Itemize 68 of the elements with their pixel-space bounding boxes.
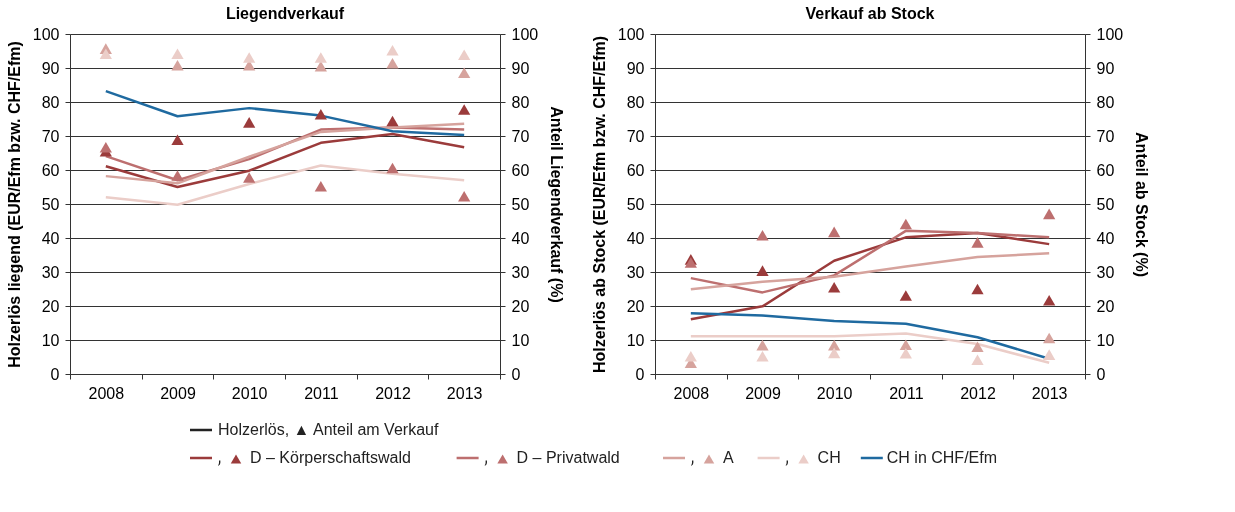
y-tick-label: 100 <box>32 25 60 43</box>
x-tick-label: 2011 <box>304 384 339 402</box>
y-tick-label: 90 <box>626 59 645 77</box>
y2-tick-label: 60 <box>1096 161 1115 179</box>
y2-tick-label: 30 <box>511 263 530 281</box>
y2-tick-label: 80 <box>1096 93 1115 111</box>
y2-tick-label: 100 <box>511 25 539 43</box>
y-tick-label: 100 <box>617 25 645 43</box>
y-tick-label: 70 <box>626 127 645 145</box>
legend-label: D – Körperschaftswald <box>250 449 411 466</box>
y-tick-label: 50 <box>626 195 645 213</box>
y-axis-title: Holzerlös ab Stock (EUR/Efm bzw. CHF/Efm) <box>590 35 608 374</box>
y2-tick-label: 70 <box>511 127 530 145</box>
y2-tick-label: 30 <box>1096 263 1115 281</box>
y-tick-label: 40 <box>626 229 645 247</box>
y-tick-label: 70 <box>41 127 60 145</box>
y2-axis-title: Anteil Liegendverkauf (%) <box>548 106 566 303</box>
legend-label: A <box>723 449 734 466</box>
y2-tick-label: 50 <box>511 195 530 213</box>
y2-tick-label: 80 <box>511 93 530 111</box>
x-tick-label: 2008 <box>673 384 710 402</box>
legend-label: CH <box>817 449 841 466</box>
x-tick-label: 2009 <box>160 384 196 402</box>
y-tick-label: 30 <box>41 263 60 281</box>
y-tick-label: 80 <box>41 93 60 111</box>
x-tick-label: 2012 <box>960 384 996 402</box>
y2-tick-label: 60 <box>511 161 530 179</box>
chart-title: Verkauf ab Stock <box>805 5 935 22</box>
y-tick-label: 40 <box>41 229 60 247</box>
x-tick-label: 2013 <box>446 384 483 402</box>
y-tick-label: 80 <box>626 93 645 111</box>
x-tick-label: 2008 <box>88 384 125 402</box>
y-tick-label: 0 <box>635 365 645 383</box>
y2-tick-label: 20 <box>1096 297 1115 315</box>
legend-title: Holzerlös, ▲ Anteil am Verkauf <box>218 421 439 438</box>
y-tick-label: 20 <box>41 297 60 315</box>
y2-tick-label: 40 <box>1096 229 1115 247</box>
y-tick-label: 20 <box>626 297 645 315</box>
x-tick-label: 2012 <box>375 384 411 402</box>
y-tick-label: 90 <box>41 59 60 77</box>
y-tick-label: 10 <box>626 331 645 349</box>
x-tick-label: 2009 <box>745 384 781 402</box>
y-axis-title: Holzerlös liegend (EUR/Efm bzw. CHF/Efm) <box>5 41 23 368</box>
x-tick-label: 2011 <box>889 384 924 402</box>
y2-axis-title: Anteil ab Stock (%) <box>1133 132 1151 277</box>
y-tick-label: 30 <box>626 263 645 281</box>
y2-tick-label: 10 <box>511 331 530 349</box>
y2-tick-label: 90 <box>511 59 530 77</box>
y2-tick-label: 10 <box>1096 331 1115 349</box>
y2-tick-label: 20 <box>511 297 530 315</box>
x-tick-label: 2013 <box>1031 384 1068 402</box>
legend-label: CH in CHF/Efm <box>886 449 998 466</box>
y2-tick-label: 100 <box>1096 25 1124 43</box>
y-tick-label: 60 <box>41 161 60 179</box>
y-tick-label: 60 <box>626 161 645 179</box>
y2-tick-label: 70 <box>1096 127 1115 145</box>
y-tick-label: 50 <box>41 195 60 213</box>
y2-tick-label: 50 <box>1096 195 1115 213</box>
x-tick-label: 2010 <box>231 384 268 402</box>
y2-tick-label: 0 <box>511 365 521 383</box>
y2-tick-label: 90 <box>1096 59 1115 77</box>
y-tick-label: 10 <box>41 331 60 349</box>
legend-label: D – Privatwald <box>516 449 620 466</box>
y2-tick-label: 40 <box>511 229 530 247</box>
y-tick-label: 0 <box>50 365 60 383</box>
x-tick-label: 2010 <box>816 384 853 402</box>
chart-title: Liegendverkauf <box>225 5 345 22</box>
y2-tick-label: 0 <box>1096 365 1106 383</box>
